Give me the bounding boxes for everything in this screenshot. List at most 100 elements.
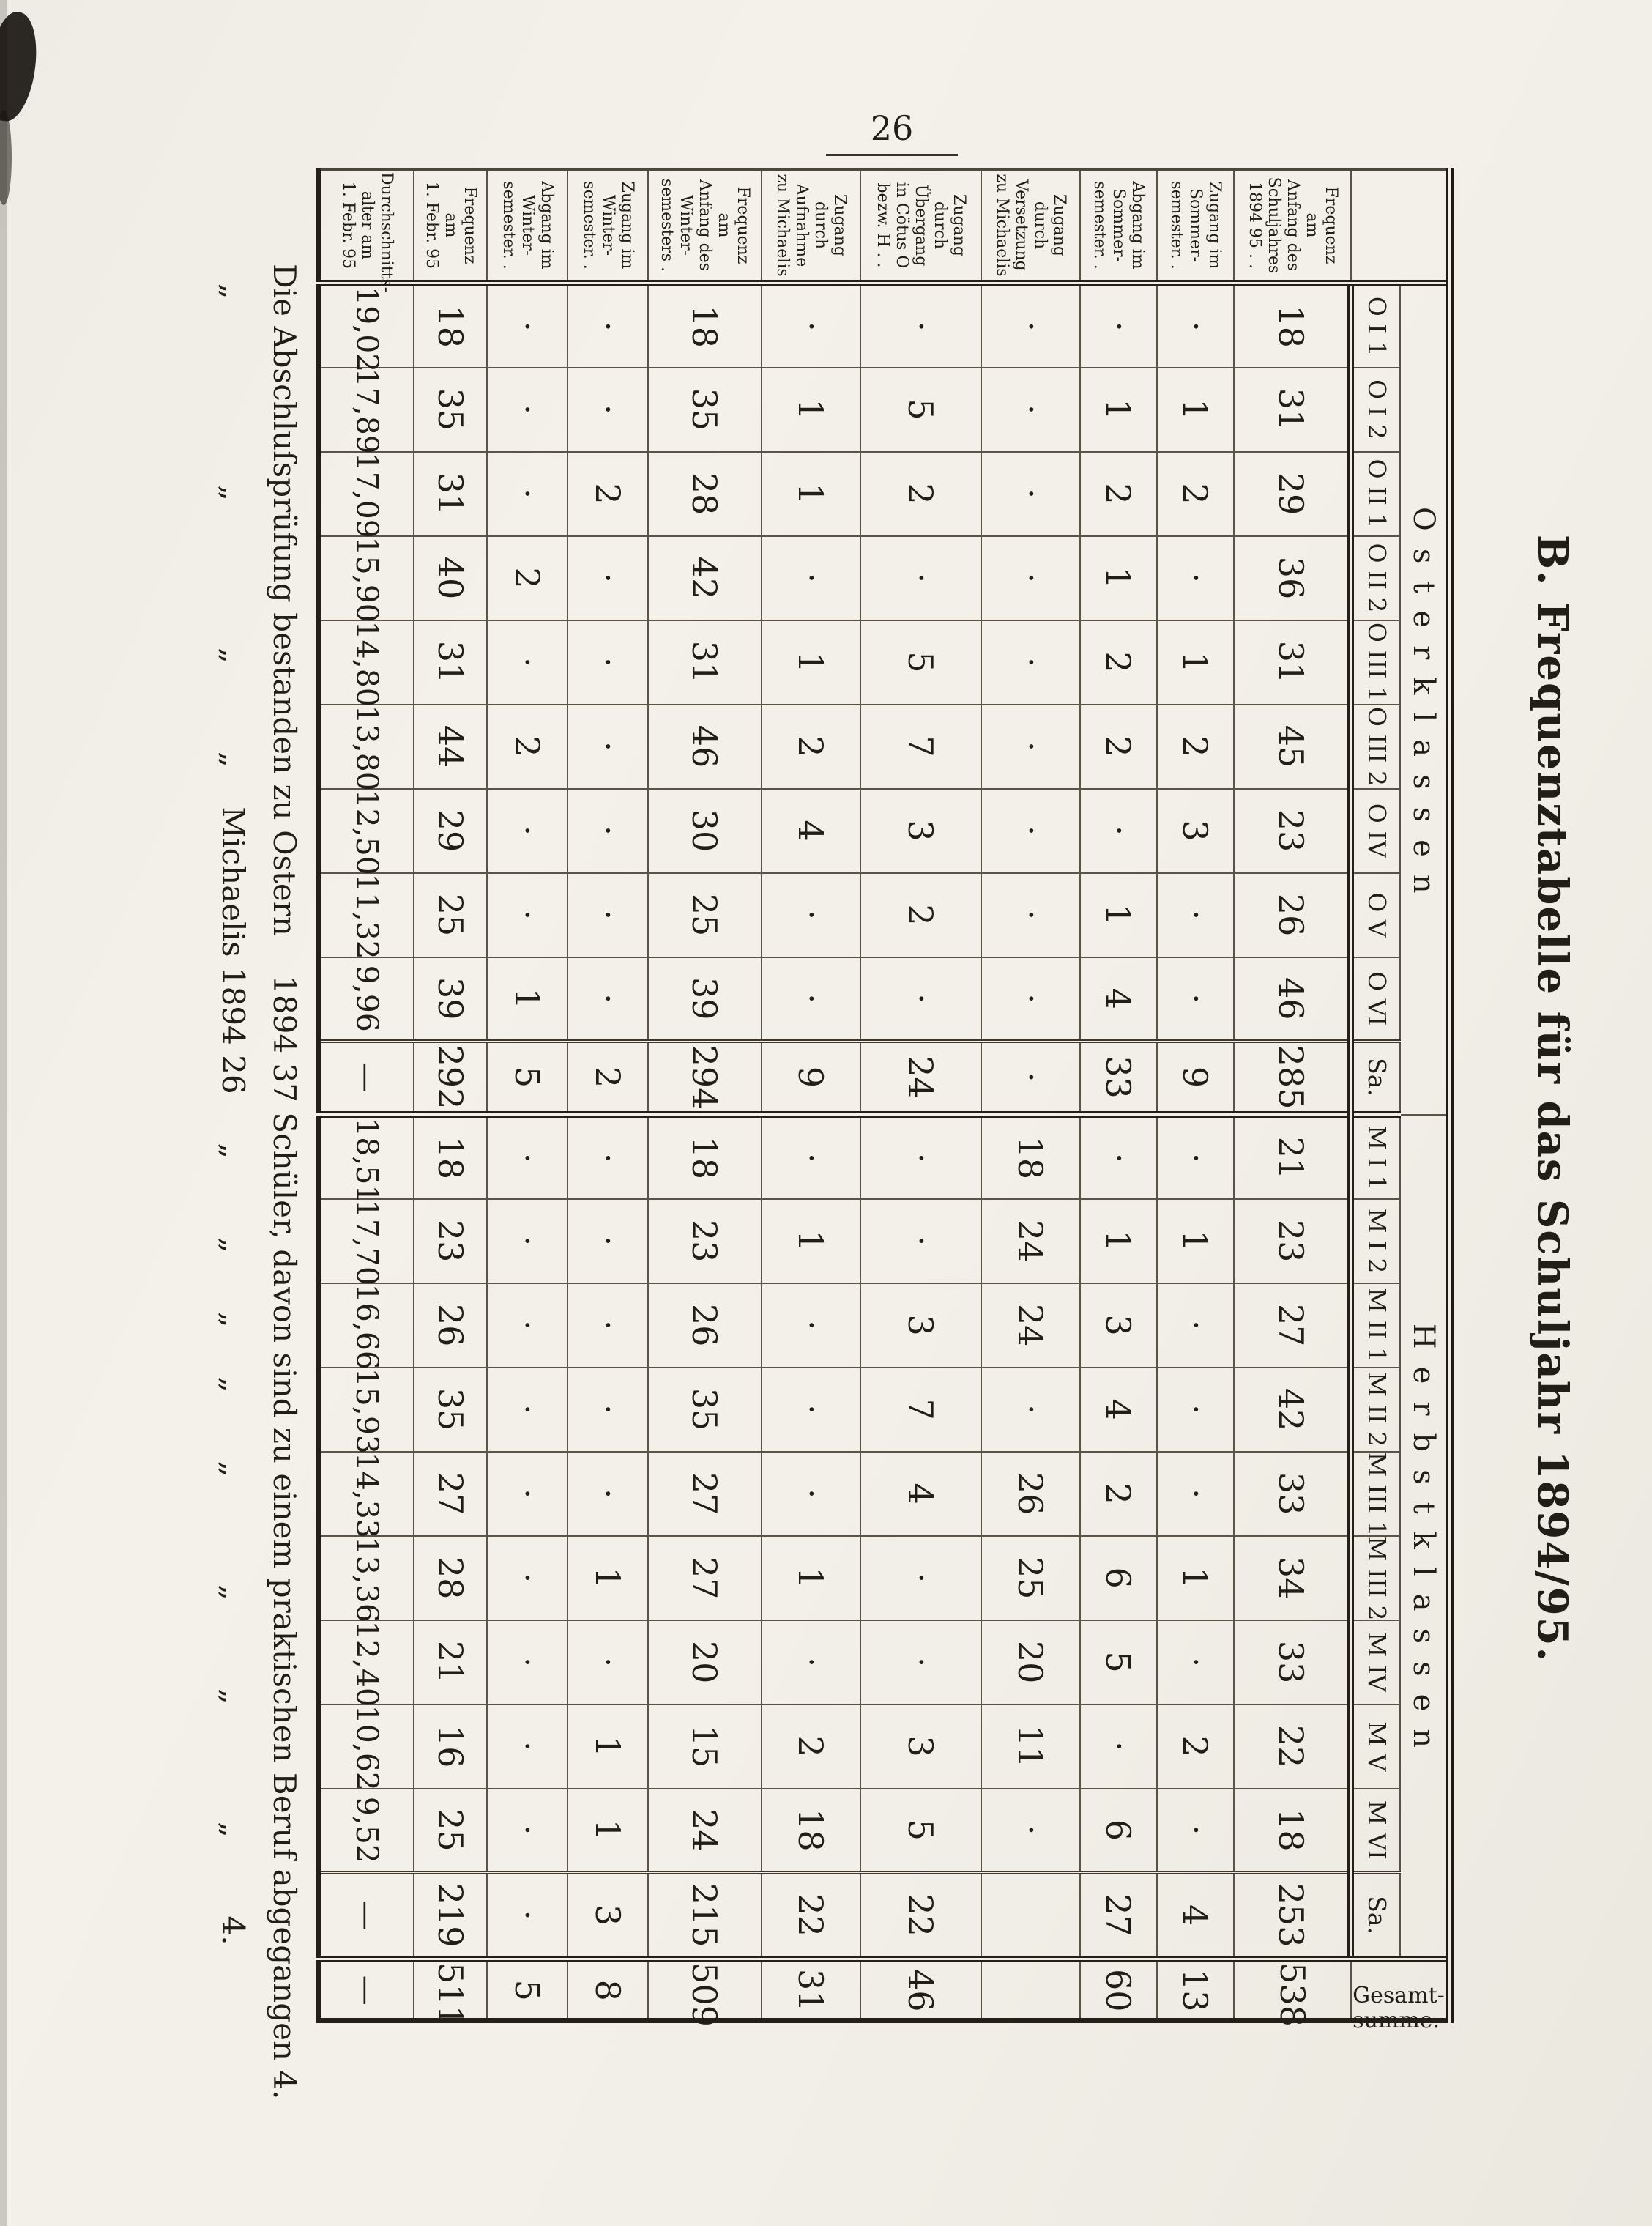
cell-row3-col2: 1 [1080, 367, 1157, 452]
cell-row6-col6: 2 [762, 704, 860, 789]
table-row: Zugang durch Versetzung zu Michaelis · · · · · ·… [981, 169, 1080, 2021]
cell-row11-col5: 14,80 [319, 620, 414, 707]
cell-row7-col19: 24 [648, 1788, 762, 1873]
cell-row7-col21: 509 [648, 1959, 762, 2027]
cell-row9-col13: · [487, 1283, 568, 1368]
cell-row10-col14: 35 [414, 1367, 487, 1452]
col-header-o-ii-1: O II 1 [1351, 451, 1400, 536]
col-header-m-ii-2: M II 2 [1351, 1367, 1400, 1452]
cell-row4-col3: · [981, 451, 1080, 536]
col-header-m-iii-2: M III 2 [1351, 1535, 1400, 1621]
cell-row1-col4: 36 [1234, 535, 1351, 620]
cell-row6-col18: 2 [762, 1704, 860, 1789]
cell-row6-col17: · [762, 1620, 860, 1704]
table-row: Zugang im Sommer-semester. . · 1 2 · 1 2 3 · · 9 · 1 ·… [1157, 169, 1234, 2021]
col-header-sa: Sa. [1351, 1041, 1400, 1115]
cell-row9-col4: 2 [487, 535, 568, 620]
cell-row5-col6: 7 [860, 704, 981, 789]
cell-row6-col5: 1 [762, 620, 860, 705]
cell-row7-col20: 215 [648, 1872, 762, 1959]
table-row: Frequenz am Anfang des Schuljahres 1894 95 … [1234, 169, 1351, 2027]
cell-row11-col3: 17,09 [319, 451, 414, 538]
cell-row9-col15: · [487, 1451, 568, 1536]
col-header-o-ii-2: O II 2 [1351, 535, 1400, 620]
cell-row7-col12: 23 [648, 1198, 762, 1283]
cell-row6-col2: 1 [762, 367, 860, 452]
cell-row1-col20: 253 [1234, 1872, 1351, 1959]
cell-row7-col14: 35 [648, 1367, 762, 1452]
cell-row8-col12: · [568, 1198, 648, 1283]
cell-row11-col15: 14,33 [319, 1451, 414, 1538]
cell-row3-col16: 6 [1080, 1535, 1157, 1620]
cell-row3-col8: 1 [1080, 872, 1157, 957]
cell-row4-col12: 24 [981, 1198, 1080, 1283]
cell-row4-col17: 20 [981, 1620, 1080, 1704]
scan-artifact-edge-shadow [0, 0, 7, 2226]
row-label: Zugang durch Aufnahme zu Michaelis [762, 169, 860, 283]
cell-row8-col15: · [568, 1451, 648, 1536]
cell-row4-col7: · [981, 788, 1080, 873]
cell-row9-col3: · [487, 451, 568, 536]
cell-row4-col16: 25 [981, 1535, 1080, 1620]
cell-row6-col14: · [762, 1367, 860, 1452]
cell-row8-col21: 8 [568, 1959, 648, 2021]
cell-row8-col5: · [568, 620, 648, 705]
cell-row5-col14: 7 [860, 1367, 981, 1452]
cell-row6-col19: 18 [762, 1788, 860, 1873]
cell-row3-col6: 2 [1080, 704, 1157, 789]
page-number: 26 [826, 108, 958, 156]
cell-row1-col21: 538 [1234, 1959, 1351, 2027]
col-header-o-i-1: O I 1 [1351, 283, 1400, 368]
cell-row6-col7: 4 [762, 788, 860, 873]
cell-row9-col18: · [487, 1704, 568, 1789]
cell-row7-col10: 294 [648, 1041, 762, 1115]
cell-row5-col2: 5 [860, 367, 981, 452]
cell-row11-col18: 10,62 [319, 1704, 414, 1791]
cell-row11-col8: 11,32 [319, 872, 414, 960]
cell-row10-col20: 219 [414, 1872, 487, 1959]
col-header-o-vi: O VI [1351, 957, 1400, 1042]
col-header-o-i-2: O I 2 [1351, 367, 1400, 452]
col-header-o-iii-2: O III 2 [1351, 704, 1400, 789]
cell-row4-col8: · [981, 872, 1080, 957]
cell-row1-col19: 18 [1234, 1788, 1351, 1873]
cell-row8-col7: · [568, 788, 648, 873]
cell-row9-col1: · [487, 283, 568, 368]
cell-row5-col12: · [860, 1198, 981, 1283]
cell-row4-col10: · [981, 1041, 1080, 1115]
cell-row6-col13: · [762, 1283, 860, 1368]
cell-row2-col15: · [1157, 1451, 1234, 1536]
cell-row11-col21: — [319, 1959, 414, 2021]
cell-row5-col20: 22 [860, 1872, 981, 1959]
cell-row2-col7: 3 [1157, 788, 1234, 873]
cell-row3-col5: 2 [1080, 620, 1157, 705]
cell-row2-col5: 1 [1157, 620, 1234, 705]
cell-row6-col15: · [762, 1451, 860, 1536]
cell-row3-col7: · [1080, 788, 1157, 873]
cell-row6-col11: · [762, 1114, 860, 1199]
cell-row4-col5: · [981, 620, 1080, 705]
corner-cell [1351, 169, 1450, 283]
cell-row1-col10: 285 [1234, 1041, 1351, 1115]
cell-row10-col3: 31 [414, 451, 487, 536]
cell-row10-col10: 292 [414, 1041, 487, 1115]
cell-row6-col8: · [762, 872, 860, 957]
cell-row9-col14: · [487, 1367, 568, 1452]
cell-row11-col20: — [319, 1872, 414, 1959]
cell-row11-col6: 13,80 [319, 704, 414, 791]
cell-row2-col6: 2 [1157, 704, 1234, 789]
cell-row7-col13: 26 [648, 1283, 762, 1368]
row-label: Abgang im Winter-semester. . [487, 169, 568, 283]
cell-row7-col3: 28 [648, 451, 762, 536]
cell-row1-col1: 18 [1234, 283, 1351, 368]
col-header-m-v: M V [1351, 1704, 1400, 1789]
cell-row3-col9: 4 [1080, 957, 1157, 1042]
row-label: Zugang durch Versetzung zu Michaelis [981, 169, 1080, 283]
cell-row4-col4: · [981, 535, 1080, 620]
cell-row9-col16: · [487, 1535, 568, 1620]
footnote-line-2: „ „ „ „ Michaelis 1894 26 „ „ „ „ „ „ „ … [215, 264, 251, 1945]
cell-row5-col11: · [860, 1114, 981, 1199]
row-label: Durchschnitts-alter am 1. Febr. 95 [319, 169, 414, 292]
cell-row7-col16: 27 [648, 1535, 762, 1620]
cell-row9-col19: · [487, 1788, 568, 1873]
